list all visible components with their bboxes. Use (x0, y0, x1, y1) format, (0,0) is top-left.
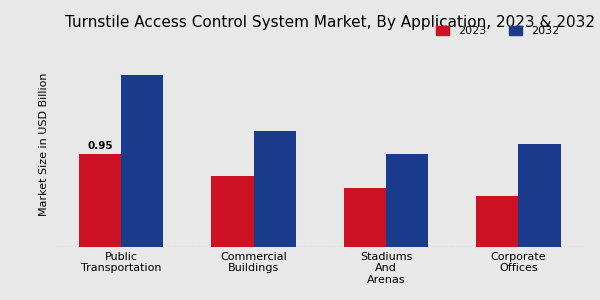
Text: Turnstile Access Control System Market, By Application, 2023 & 2032: Turnstile Access Control System Market, … (65, 15, 595, 30)
Bar (386, 154, 428, 247)
Bar (518, 144, 561, 247)
Legend: 2023, 2032: 2023, 2032 (431, 22, 563, 41)
Text: 0.95: 0.95 (87, 141, 113, 151)
Bar (476, 196, 518, 247)
Bar (211, 176, 254, 247)
Bar (121, 75, 163, 247)
Bar (254, 131, 296, 247)
Y-axis label: Market Size in USD Billion: Market Size in USD Billion (39, 72, 49, 216)
Bar (79, 154, 121, 247)
Bar (344, 188, 386, 247)
